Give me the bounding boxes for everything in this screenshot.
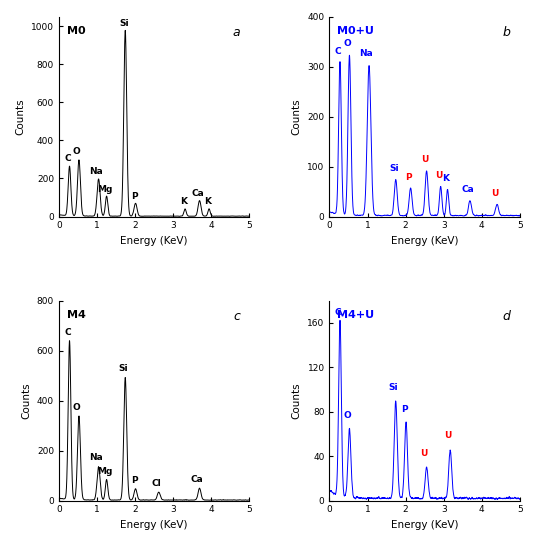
Text: K: K bbox=[443, 174, 450, 183]
X-axis label: Energy (KeV): Energy (KeV) bbox=[391, 520, 458, 530]
Text: U: U bbox=[444, 432, 452, 441]
Y-axis label: Counts: Counts bbox=[292, 98, 302, 135]
Text: Ca: Ca bbox=[191, 476, 204, 485]
Text: Si: Si bbox=[389, 164, 399, 173]
Text: Mg: Mg bbox=[97, 185, 113, 194]
Text: U: U bbox=[421, 155, 428, 164]
Text: Si: Si bbox=[119, 19, 129, 28]
Text: M0: M0 bbox=[66, 26, 85, 36]
Text: Cl: Cl bbox=[152, 479, 162, 488]
Y-axis label: Counts: Counts bbox=[16, 98, 26, 135]
Text: C: C bbox=[334, 47, 341, 57]
Text: d: d bbox=[503, 311, 510, 323]
Text: P: P bbox=[405, 173, 412, 182]
Text: Ca: Ca bbox=[461, 185, 474, 194]
Text: C: C bbox=[64, 328, 71, 337]
Y-axis label: Counts: Counts bbox=[292, 382, 302, 419]
Text: U: U bbox=[435, 171, 442, 180]
Text: a: a bbox=[232, 26, 240, 40]
Text: U: U bbox=[492, 189, 499, 198]
Text: Ca: Ca bbox=[191, 189, 204, 198]
X-axis label: Energy (KeV): Energy (KeV) bbox=[121, 520, 188, 530]
Text: O: O bbox=[344, 411, 351, 421]
X-axis label: Energy (KeV): Energy (KeV) bbox=[391, 236, 458, 246]
Text: Na: Na bbox=[360, 48, 373, 58]
Text: C: C bbox=[64, 154, 71, 163]
Text: M4: M4 bbox=[66, 311, 85, 321]
Text: O: O bbox=[344, 39, 351, 47]
Text: P: P bbox=[131, 192, 137, 201]
Text: O: O bbox=[73, 147, 81, 157]
Text: Mg: Mg bbox=[97, 466, 113, 476]
Text: P: P bbox=[401, 405, 408, 414]
Text: Na: Na bbox=[89, 454, 103, 463]
Text: b: b bbox=[503, 26, 510, 40]
Text: Na: Na bbox=[89, 167, 103, 175]
Text: M0+U: M0+U bbox=[337, 26, 374, 36]
Text: M4+U: M4+U bbox=[337, 311, 374, 321]
X-axis label: Energy (KeV): Energy (KeV) bbox=[121, 236, 188, 246]
Text: c: c bbox=[233, 311, 240, 323]
Text: U: U bbox=[421, 449, 428, 458]
Text: P: P bbox=[131, 476, 137, 485]
Text: C: C bbox=[334, 308, 341, 317]
Text: Si: Si bbox=[389, 383, 398, 392]
Text: Si: Si bbox=[118, 364, 128, 373]
Text: O: O bbox=[73, 403, 81, 412]
Y-axis label: Counts: Counts bbox=[21, 382, 31, 419]
Text: K: K bbox=[204, 197, 211, 206]
Text: K: K bbox=[180, 197, 187, 206]
